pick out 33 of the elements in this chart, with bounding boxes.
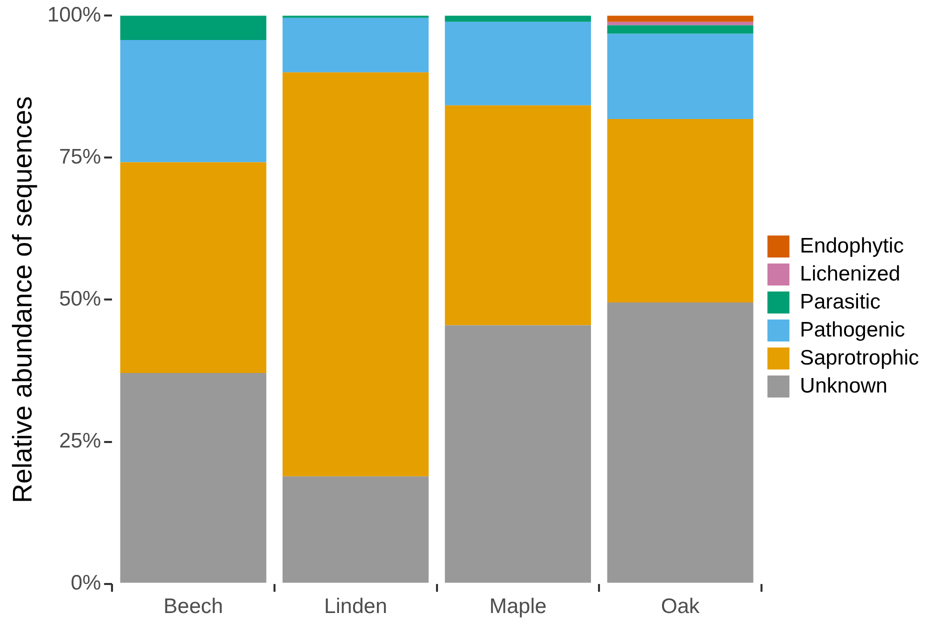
- bar: [444, 16, 591, 22]
- bar: [444, 22, 591, 106]
- legend-label: Parasitic: [800, 290, 880, 314]
- x-tick-label: Beech: [164, 595, 224, 618]
- bar: [607, 22, 754, 26]
- bar: [607, 25, 754, 34]
- y-tick-label: 25%: [59, 430, 102, 453]
- legend-label: Pathogenic: [800, 318, 906, 342]
- bar: [282, 18, 429, 72]
- y-tick-label: 100%: [47, 3, 102, 26]
- bar: [607, 119, 754, 303]
- bar: [120, 373, 266, 583]
- legend-label: Unknown: [800, 374, 888, 398]
- bar: [120, 162, 266, 373]
- x-tick-label: Oak: [661, 595, 700, 618]
- legend-label: Lichenized: [800, 262, 900, 286]
- bar: [444, 325, 591, 583]
- bar: [120, 16, 266, 40]
- y-tick-label: 0%: [70, 572, 102, 595]
- bar: [282, 72, 429, 476]
- legend-label: Endophytic: [800, 234, 904, 258]
- bar: [607, 16, 754, 22]
- y-axis-title: Relative abundance of sequences: [8, 96, 38, 504]
- bar: [607, 34, 754, 120]
- x-tick-label: Maple: [489, 595, 547, 618]
- bar: [607, 302, 754, 583]
- legend-label: Saprotrophic: [800, 346, 920, 370]
- x-tick-label: Linden: [324, 595, 388, 618]
- bar: [444, 105, 591, 326]
- y-tick-label: 50%: [59, 287, 102, 310]
- bar: [282, 476, 429, 583]
- y-tick-label: 75%: [59, 145, 102, 168]
- bar: [120, 40, 266, 162]
